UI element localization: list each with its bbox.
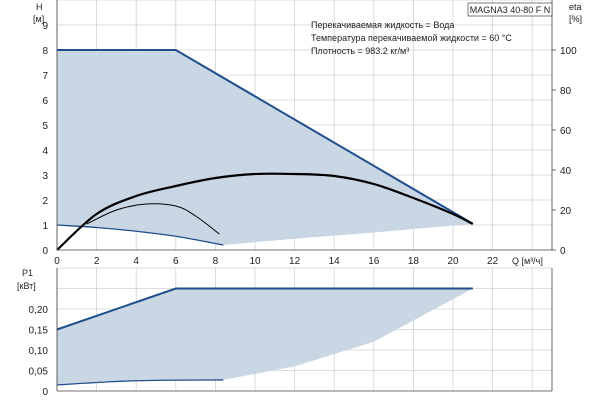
x-tick-label-16: 16 xyxy=(368,256,380,267)
y-tick-label-4: 4 xyxy=(42,146,48,157)
y2-tick-label-100: 100 xyxy=(560,46,577,57)
p1-axis-name: P1 xyxy=(22,268,33,278)
y-tick-label-5: 5 xyxy=(42,121,48,132)
y-tick-label-3: 3 xyxy=(42,171,48,182)
y2-axis-name: eta xyxy=(569,2,582,12)
y2-tick-label-20: 20 xyxy=(560,206,572,217)
model-box xyxy=(467,2,553,17)
x-tick-label-18: 18 xyxy=(408,256,420,267)
head-curves xyxy=(56,49,474,251)
min-head-curve xyxy=(56,224,224,246)
note-fluid: Перекачиваемая жидкость = Вода xyxy=(311,20,454,30)
y-tick-label-1: 1 xyxy=(42,221,48,232)
max-head-curve xyxy=(57,49,474,225)
y-axis-name: H xyxy=(36,2,43,12)
model-label: MAGNA3 40-80 F N xyxy=(470,5,551,15)
y-tick-label-9: 9 xyxy=(42,21,48,32)
y2-tick-label-40: 40 xyxy=(560,166,572,177)
power-chart-axes xyxy=(56,268,553,392)
y-tick-label-2: 2 xyxy=(42,196,48,207)
y-tick-label-8: 8 xyxy=(42,46,48,57)
power-curves xyxy=(56,287,473,386)
y2-tick-label-60: 60 xyxy=(560,126,572,137)
x-tick-label-4: 4 xyxy=(133,256,139,267)
y2-tick-label-80: 80 xyxy=(560,86,572,97)
head-operating-area xyxy=(57,50,473,245)
p1-tick-label-2: 0,10 xyxy=(29,346,49,357)
x-tick-label-12: 12 xyxy=(289,256,301,267)
efficiency-min-curve xyxy=(86,203,220,235)
max-power-curve xyxy=(56,287,473,331)
y-tick-label-6: 6 xyxy=(42,96,48,107)
p1-tick-label-0: 0 xyxy=(42,387,48,398)
p1-axis-unit: [кВт] xyxy=(17,281,36,291)
note-density: Плотность = 983.2 кг/м³ xyxy=(311,46,409,56)
x-tick-label-14: 14 xyxy=(329,256,341,267)
min-power-curve xyxy=(56,379,224,386)
y2-axis-unit: [%] xyxy=(569,14,582,24)
head-chart-ticks: 0 2 4 6 8 10 12 14 16 18 20 22012345678902040608010… xyxy=(42,21,577,267)
p1-tick-label-1: 0,05 xyxy=(29,367,49,378)
power-operating-area xyxy=(57,288,473,385)
x-tick-label-0: 0 xyxy=(54,256,60,267)
x-tick-label-20: 20 xyxy=(447,256,459,267)
y-tick-label-0: 0 xyxy=(42,246,48,257)
y-tick-label-7: 7 xyxy=(42,71,48,82)
p1-tick-label-3: 0,15 xyxy=(29,326,49,337)
y-axis-unit: [м] xyxy=(33,14,44,24)
head-chart-axes xyxy=(56,0,553,251)
x-tick-label-10: 10 xyxy=(249,256,261,267)
power-chart-ticks: 0 0,05 0,10 0,15 0,20 xyxy=(29,305,49,398)
x-tick-label-6: 6 xyxy=(173,256,179,267)
y2-tick-label-0: 0 xyxy=(560,246,566,257)
head-area-polygon xyxy=(57,50,473,245)
x-tick-label-8: 8 xyxy=(213,256,219,267)
x-axis-label: Q [м³/ч] xyxy=(512,256,543,266)
x-tick-label-2: 2 xyxy=(94,256,100,267)
efficiency-max-curve xyxy=(56,172,474,251)
x-tick-label-22: 22 xyxy=(487,256,499,267)
p1-tick-label-4: 0,20 xyxy=(29,305,49,316)
power-area-polygon xyxy=(57,288,473,385)
note-temperature: Температура перекачиваемой жидкости = 60… xyxy=(311,33,512,43)
